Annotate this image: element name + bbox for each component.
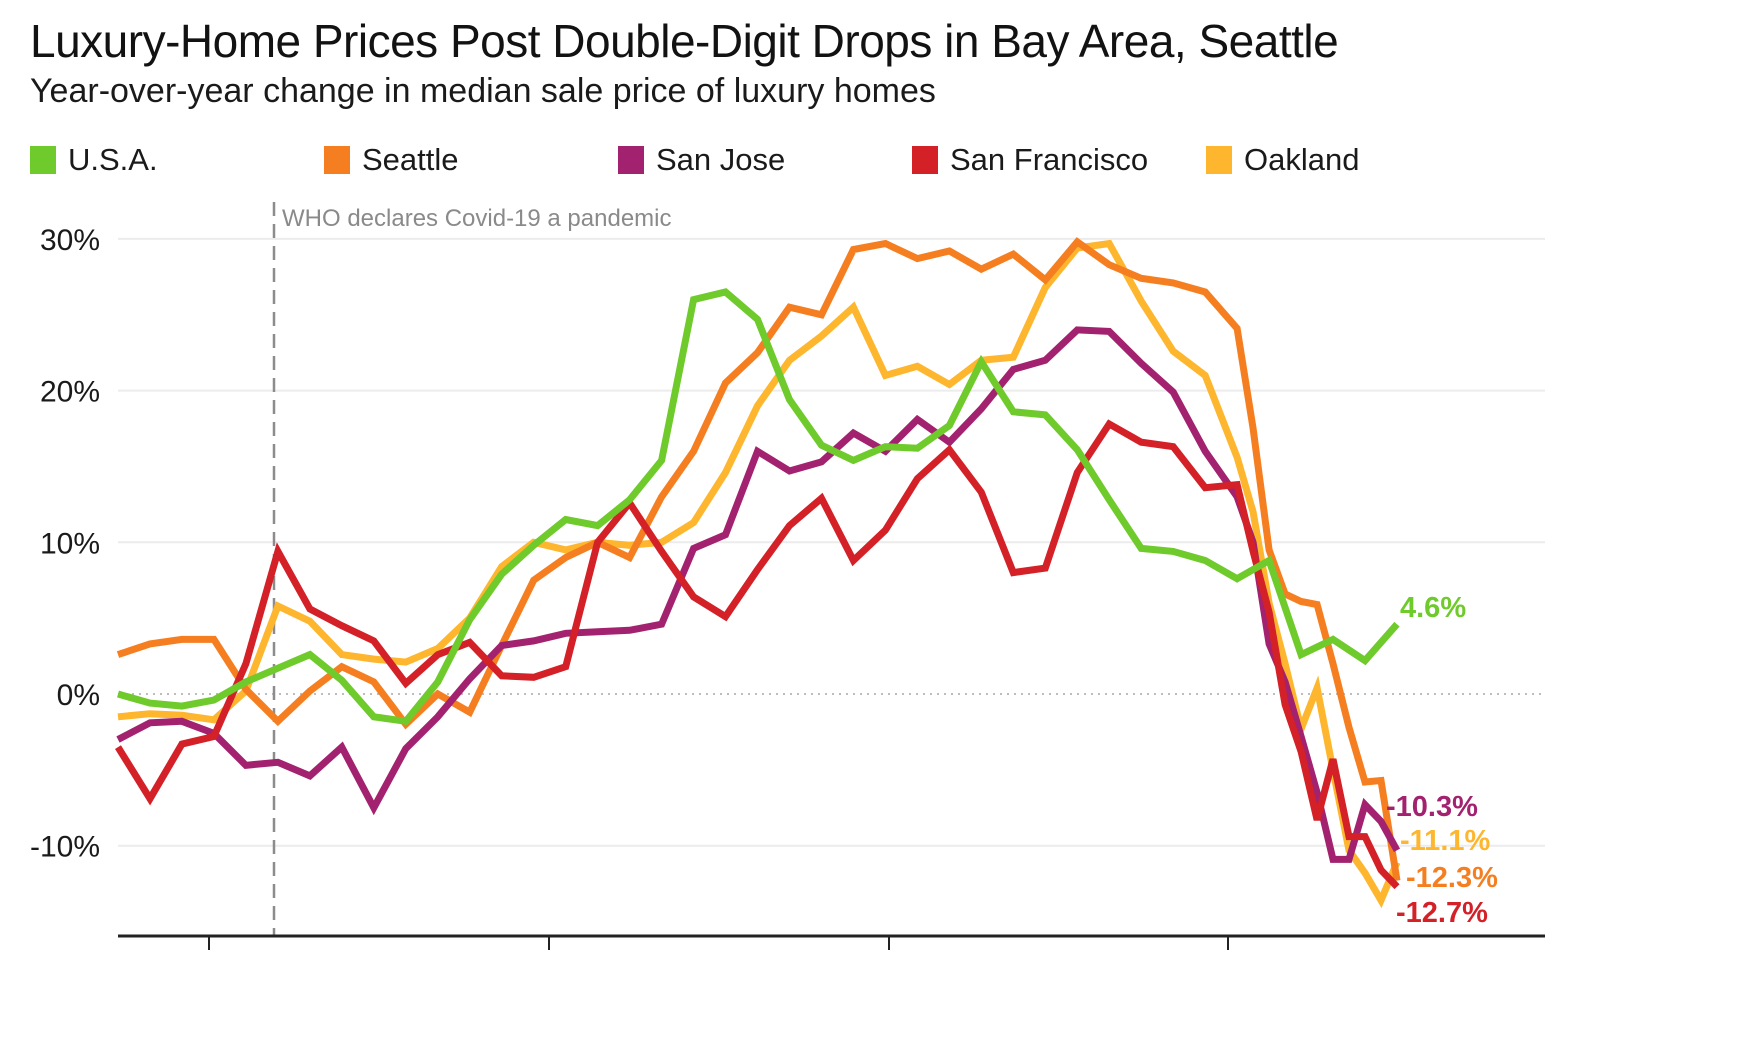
series-line-oakland (117, 239, 1401, 909)
legend-item-usa: U.S.A. (30, 140, 158, 180)
chart-title: Luxury-Home Prices Post Double-Digit Dro… (30, 15, 1339, 67)
legend-swatch-usa (30, 146, 56, 174)
series-line-seattle (116, 237, 1401, 882)
pandemic-annotation-text: WHO declares Covid-19 a pandemic (282, 205, 672, 232)
legend-label-san-jose: San Jose (656, 142, 786, 177)
legend-label-usa: U.S.A. (68, 142, 158, 177)
legend-swatch-san-francisco (912, 146, 938, 174)
chart-subtitle: Year-over-year change in median sale pri… (30, 72, 936, 110)
legend-item-oakland: Oakland (1206, 140, 1359, 180)
legend-label-san-francisco: San Francisco (950, 142, 1149, 177)
series-line-san-francisco (115, 419, 1400, 890)
series-lines (115, 237, 1401, 909)
legend-label-oakland: Oakland (1244, 142, 1360, 177)
legend-item-san-jose: San Jose (618, 140, 785, 180)
legend-swatch-oakland (1206, 146, 1232, 174)
legend: U.S.A. Seattle San Jose San Francisco Oa… (30, 140, 1730, 180)
gridlines (118, 237, 1545, 847)
pandemic-annotation: WHO declares Covid-19 a pandemic (272, 202, 672, 935)
legend-swatch-san-jose (618, 146, 644, 174)
legend-item-san-francisco: San Francisco (912, 140, 1148, 180)
x-axis (118, 934, 1545, 950)
end-labels: 4.6% -10.3%-11.1% -12.3%-12.7% (1386, 592, 1498, 929)
y-tick-label: 20% (40, 376, 100, 409)
legend-item-seattle: Seattle (324, 140, 459, 180)
y-tick-label: 10% (40, 527, 100, 560)
legend-swatch-seattle (324, 146, 350, 174)
y-tick-label: -10% (30, 831, 100, 864)
series-line-u-s-a (117, 288, 1400, 726)
y-tick-label: 0% (57, 679, 100, 712)
end-label-san-jose: -10.3% (1386, 791, 1478, 823)
end-label-u-s-a: 4.6% (1400, 592, 1466, 624)
y-tick-label: 30% (40, 224, 100, 257)
end-label-oakland: -11.1% (1400, 825, 1490, 857)
end-label-san-francisco: -12.7% (1396, 897, 1488, 929)
end-label-seattle: -12.3% (1406, 862, 1498, 894)
legend-label-seattle: Seattle (362, 142, 459, 177)
y-axis-ticks: 30% 20% 10% 0% -10% (30, 224, 100, 864)
